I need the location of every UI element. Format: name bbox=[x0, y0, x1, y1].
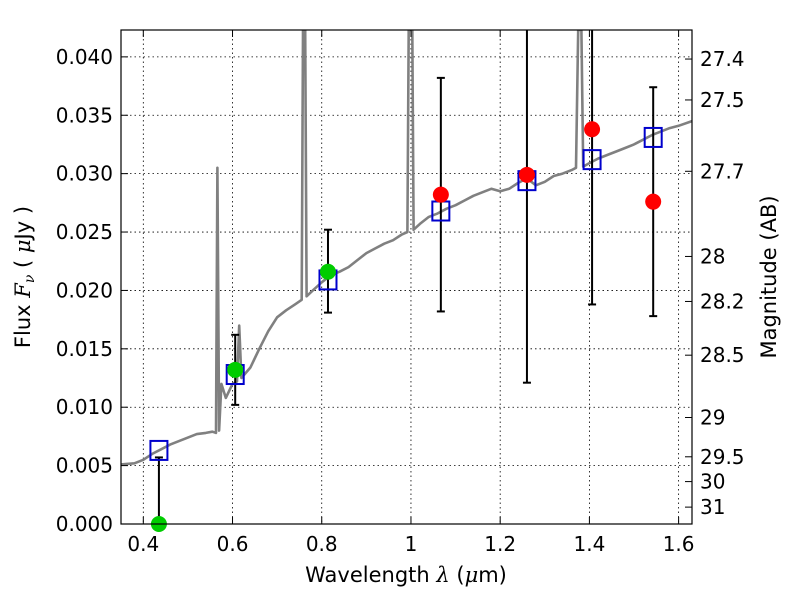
y-tick-label: 0.005 bbox=[56, 454, 113, 478]
plot-data bbox=[121, 30, 692, 466]
y2-tick-label: 28 bbox=[700, 244, 725, 268]
ticks: 0.4 0.6 0.8 1 1.2 1.4 1.6 0.000 0.005 0.010 0.015 0… bbox=[56, 30, 745, 556]
x-tick-label: 1.4 bbox=[573, 532, 605, 556]
y-tick-label: 0.030 bbox=[56, 162, 113, 186]
grid bbox=[121, 30, 692, 525]
y2-tick-label: 28.5 bbox=[700, 343, 745, 367]
markers bbox=[149, 121, 663, 532]
plot-frame bbox=[120, 29, 693, 525]
x-tick-label: 0.8 bbox=[306, 532, 338, 556]
y-tick-label: 0.000 bbox=[56, 512, 113, 536]
y2-tick-label: 27.4 bbox=[700, 47, 745, 71]
y-tick-label: 0.035 bbox=[56, 103, 113, 127]
observed-optical-point bbox=[227, 361, 244, 378]
sed-curve bbox=[121, 30, 692, 466]
y-tick-label: 0.010 bbox=[56, 395, 113, 419]
y2-tick-label: 29 bbox=[700, 405, 725, 429]
y2-tick-label: 28.2 bbox=[700, 289, 745, 313]
x-tick-label: 1.6 bbox=[663, 532, 695, 556]
y-axis-label: Flux Fν ( μJy ) bbox=[11, 206, 38, 348]
model-square-marker bbox=[149, 439, 169, 461]
observed-infrared-point bbox=[584, 121, 601, 138]
y2-tick-label: 31 bbox=[700, 495, 725, 519]
y-tick-label: 0.020 bbox=[56, 278, 113, 302]
y2-tick-label: 27.7 bbox=[700, 159, 745, 183]
model-square-marker bbox=[643, 126, 663, 148]
observed-infrared-point bbox=[518, 166, 535, 183]
y-tick-label: 0.025 bbox=[56, 220, 113, 244]
x-tick-label: 0.6 bbox=[217, 532, 249, 556]
y-tick-label: 0.040 bbox=[56, 45, 113, 69]
model-square-marker bbox=[582, 149, 602, 171]
observed-optical-point bbox=[319, 263, 336, 280]
y2-axis-label: Magnitude (AB) bbox=[757, 195, 781, 358]
y2-tick-label: 27.5 bbox=[700, 88, 745, 112]
x-axis-label: Wavelength λ (μm) bbox=[305, 563, 507, 587]
y-tick-label: 0.015 bbox=[56, 337, 113, 361]
observed-infrared-point bbox=[645, 193, 662, 210]
x-tick-label: 1 bbox=[405, 532, 418, 556]
x-tick-label: 0.4 bbox=[127, 532, 159, 556]
observed-infrared-point bbox=[432, 186, 449, 203]
y2-tick-label: 30 bbox=[700, 470, 725, 494]
y2-tick-label: 29.5 bbox=[700, 445, 745, 469]
x-tick-label: 1.2 bbox=[484, 532, 516, 556]
